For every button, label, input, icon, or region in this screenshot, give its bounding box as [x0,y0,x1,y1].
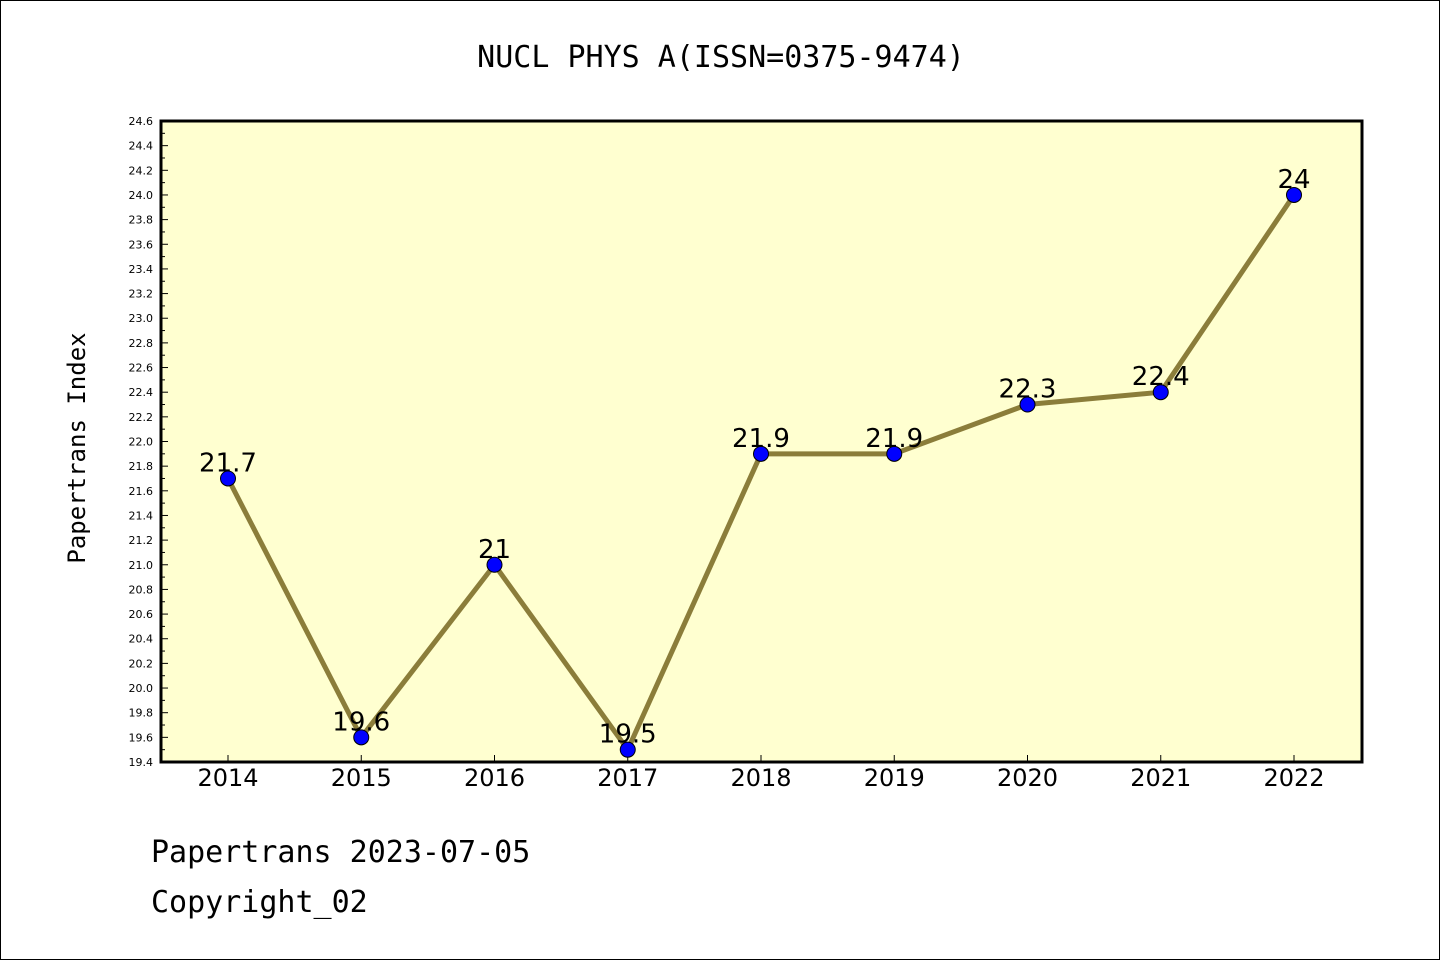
y-tick-label: 22.8 [129,337,154,350]
y-tick-label: 24.6 [129,115,154,128]
data-point [753,445,769,462]
y-axis-label: Papertrans Index [63,332,91,563]
data-label: 22.3 [999,375,1057,405]
y-tick-label: 19.4 [129,756,154,769]
y-tick-label: 23.6 [129,238,154,251]
y-tick-label: 20.0 [129,682,154,695]
x-tick-label: 2019 [864,764,925,792]
data-label: 21.9 [732,424,790,454]
chart-title: NUCL PHYS A(ISSN=0375-9474) [477,40,965,75]
data-labels: 21.7 19.6 21 19.5 21.9 21.9 22.3 22.4 24 [199,165,1310,750]
y-tick-label: 20.4 [129,633,154,646]
y-tick-label: 20.8 [129,583,154,596]
data-point [1019,396,1036,413]
x-tick-label: 2014 [197,764,258,792]
x-tick-label: 2018 [730,764,791,792]
data-point [486,556,503,573]
y-tick-label: 22.2 [129,411,154,424]
y-axis-ticks: 19.4 19.6 19.8 20.0 20.2 20.4 20.6 20.8 21.0 21.2… [129,115,168,769]
data-label: 19.6 [332,707,390,737]
x-tick-label: 2022 [1263,764,1324,792]
data-label: 24 [1277,165,1310,195]
plot-area [159,119,1364,764]
x-tick-label: 2016 [464,764,525,792]
data-label: 19.5 [599,720,657,750]
y-tick-label: 22.4 [129,386,154,399]
x-tick-label: 2021 [1130,764,1191,792]
footer-copyright: Copyright_02 [151,885,368,920]
x-axis-ticks: 2014 2015 2016 2017 2018 2019 2020 2021 2022 [197,755,1325,792]
y-tick-label: 21.6 [129,485,154,498]
y-tick-label: 20.2 [129,657,154,670]
x-tick-label: 2015 [331,764,392,792]
data-point [886,445,903,462]
data-point [220,470,236,487]
data-point [619,741,636,758]
y-tick-label: 23.2 [129,288,154,301]
data-point [1152,384,1169,401]
y-tick-label: 23.8 [129,214,154,227]
data-label: 21.9 [865,424,923,454]
y-tick-label: 21.2 [129,534,154,547]
y-tick-label: 22.6 [129,362,154,375]
y-tick-label: 23.0 [129,312,154,325]
data-point [1286,186,1302,203]
y-tick-label: 21.8 [129,460,154,473]
x-tick-label: 2020 [997,764,1058,792]
y-tick-label: 24.2 [129,164,154,177]
y-tick-label: 19.8 [129,707,154,720]
y-tick-label: 24.4 [129,140,154,153]
series-layer [220,186,1302,758]
y-tick-label: 23.4 [129,263,154,276]
y-tick-label: 19.6 [129,731,154,744]
data-label: 22.4 [1132,362,1190,392]
y-tick-label: 21.4 [129,509,154,522]
data-label: 21 [478,535,511,565]
y-tick-label: 22.0 [129,436,154,449]
y-tick-label: 21.0 [129,559,154,572]
data-label: 21.7 [199,448,257,478]
y-tick-label: 24.0 [129,189,154,202]
data-point [353,729,370,746]
x-tick-label: 2017 [597,764,658,792]
y-tick-label: 20.6 [129,608,154,621]
footer-date: Papertrans 2023-07-05 [151,835,531,870]
